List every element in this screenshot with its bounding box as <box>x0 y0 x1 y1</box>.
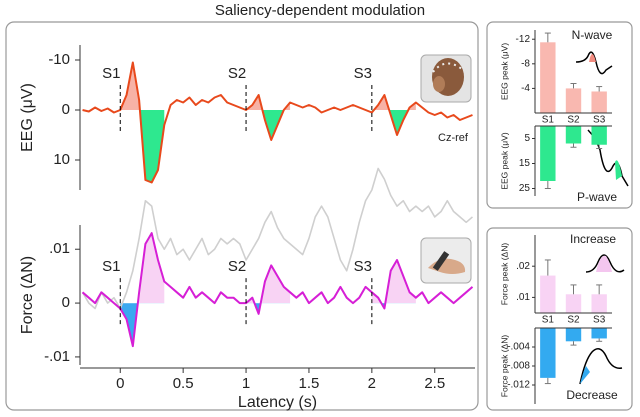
chart-title: Saliency-dependent modulation <box>215 2 425 19</box>
bar <box>565 294 582 313</box>
x-tick-label: S3 <box>593 115 606 126</box>
y-tick-label: -.004 <box>507 342 530 353</box>
head-icon <box>420 54 472 103</box>
y-axis-label: EEG peak (μV) <box>499 43 509 101</box>
left-panel-frame <box>5 21 479 411</box>
stimulus-label: S1 <box>102 258 120 275</box>
y-tick-label: 15 <box>519 158 531 169</box>
stimulus-label: S1 <box>102 65 120 82</box>
bar <box>565 88 582 113</box>
data-line <box>82 61 473 184</box>
p-wave-icon-fill <box>615 160 622 180</box>
hand-icon <box>420 237 472 284</box>
data-line <box>81 167 474 310</box>
x-tick-label: 0 <box>116 375 124 392</box>
y-tick-label: -.012 <box>507 380 530 391</box>
bar <box>540 126 556 181</box>
y-tick-label: -4 <box>521 83 530 94</box>
area-fill-positive <box>371 110 416 135</box>
decrease-icon-fill <box>580 366 590 384</box>
y-axis-label: Force peak (ΔN) <box>499 335 509 398</box>
y-tick-label: -.008 <box>507 361 530 372</box>
area-fill-positive <box>371 260 416 304</box>
y-tick-label: 10 <box>53 151 70 168</box>
y-tick-label: .01 <box>516 292 530 303</box>
y-tick-label: .01 <box>49 240 70 257</box>
bar <box>540 328 556 378</box>
y-tick-label: 25 <box>519 183 531 194</box>
increase-icon <box>585 254 625 273</box>
bar <box>591 126 607 145</box>
x-tick-label: 0.5 <box>173 375 194 392</box>
x-tick-label: S1 <box>542 315 555 326</box>
n-wave-icon-fill <box>589 54 596 62</box>
stimulus-label: S3 <box>354 65 372 82</box>
bar <box>591 91 607 113</box>
x-tick-label: 1.5 <box>299 375 320 392</box>
y-tick-label: -.01 <box>44 348 70 365</box>
increase-icon-fill <box>596 255 612 272</box>
y-axis-label: EEG (μV) <box>19 83 36 152</box>
x-tick-label: S2 <box>567 115 580 126</box>
x-tick-label: 2 <box>368 375 376 392</box>
bar <box>591 328 607 339</box>
stimulus-label: S2 <box>228 258 246 275</box>
y-tick-label: -12 <box>516 34 531 45</box>
panel-title: N-wave <box>572 28 613 42</box>
y-tick-label: -10 <box>48 51 70 68</box>
panel-title: Increase <box>570 232 616 246</box>
decrease-icon <box>579 348 623 385</box>
eeg-peak-frame <box>486 21 633 209</box>
y-tick-label: -8 <box>521 58 530 69</box>
x-axis-label: Latency (s) <box>238 394 317 411</box>
panel-title: P-wave <box>577 190 617 204</box>
y-axis-label: Force peak (ΔN) <box>499 243 509 306</box>
area-fill-positive <box>246 265 291 304</box>
force-peak-frame <box>486 227 633 411</box>
data-line <box>81 232 474 348</box>
y-axis-label: Force (ΔN) <box>19 256 36 334</box>
stimulus-label: S2 <box>228 65 246 82</box>
area-fill-positive <box>137 233 165 304</box>
area-fill-positive <box>120 110 165 183</box>
annotation: Cz-ref <box>438 132 469 144</box>
bar <box>591 294 607 313</box>
x-tick-label: 2.5 <box>424 375 445 392</box>
x-tick-label: S3 <box>593 315 606 326</box>
y-tick-label: 5 <box>524 133 530 144</box>
bar <box>565 126 582 144</box>
x-tick-label: S2 <box>567 315 580 326</box>
bar <box>565 328 582 342</box>
panel-title: Decrease <box>566 388 618 402</box>
bar <box>540 275 556 313</box>
area-fill-positive <box>246 110 291 140</box>
y-tick-label: .02 <box>516 261 530 272</box>
area-fill-negative <box>246 303 291 314</box>
x-tick-label: 1 <box>242 375 250 392</box>
y-axis-label: EEG peak (μV) <box>499 132 509 190</box>
x-tick-label: S1 <box>542 115 555 126</box>
n-wave-icon <box>575 51 613 75</box>
y-tick-label: 0 <box>62 101 70 118</box>
stimulus-label: S3 <box>354 258 372 275</box>
bar <box>540 42 556 113</box>
y-tick-label: 0 <box>62 294 70 311</box>
